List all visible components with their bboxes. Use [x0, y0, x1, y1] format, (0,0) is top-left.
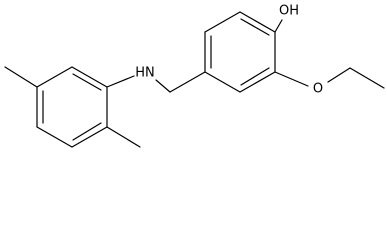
- bond: [106, 75, 135, 88]
- bond: [71, 126, 108, 148]
- atom-label: O: [313, 82, 323, 97]
- bond: [349, 67, 385, 89]
- bond: [204, 71, 241, 93]
- bond: [169, 71, 206, 93]
- bond: [239, 11, 276, 33]
- bond: [274, 71, 309, 87]
- bond: [4, 66, 38, 88]
- double-bond: [240, 18, 270, 36]
- atom-label: OH: [279, 4, 299, 19]
- atom-label: HN: [135, 66, 155, 81]
- bond: [239, 71, 276, 93]
- bond: [274, 19, 283, 33]
- bond: [36, 126, 73, 148]
- double-bond: [72, 73, 102, 91]
- bond: [327, 67, 351, 83]
- bond: [106, 126, 141, 148]
- double-bond: [240, 67, 270, 86]
- bond: [204, 11, 241, 33]
- double-bond: [72, 122, 102, 141]
- bond: [155, 79, 171, 93]
- structure-diagram: HN OH O: [4, 4, 385, 148]
- bonds: [4, 11, 385, 148]
- bond: [71, 66, 108, 88]
- bond: [36, 66, 73, 88]
